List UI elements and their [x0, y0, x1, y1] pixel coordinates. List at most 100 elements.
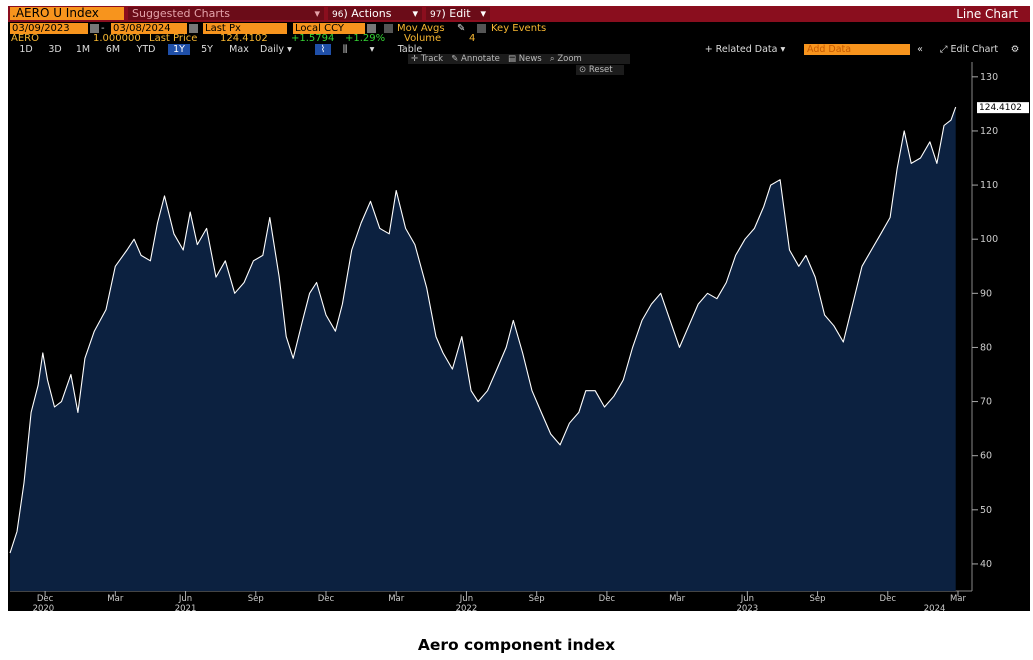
- x-tick-label: Sep: [810, 594, 826, 604]
- settings-bar: 03/09/2023 - 03/08/2024 Last Px Local CC…: [8, 23, 1030, 34]
- y-tick-label: 70: [980, 397, 992, 408]
- chevron-down-icon: ▾: [780, 44, 786, 55]
- series-area: [10, 107, 956, 591]
- chevron-down-icon: ▾: [314, 7, 320, 20]
- add-data-placeholder: Add Data: [807, 44, 852, 55]
- x-tick-label: Jun: [178, 594, 192, 604]
- actions-menu[interactable]: 96) Actions ▾: [328, 7, 422, 20]
- x-year-label: 2024: [924, 604, 946, 611]
- y-tick-label: 40: [980, 559, 992, 570]
- key-events-checkbox[interactable]: [477, 24, 486, 33]
- x-tick-label: Mar: [388, 594, 405, 604]
- mov-avgs-label[interactable]: Mov Avgs: [397, 23, 445, 34]
- field-selector[interactable]: Last Px: [203, 23, 287, 34]
- calendar-icon[interactable]: [189, 24, 198, 33]
- add-data-input[interactable]: Add Data: [804, 44, 910, 55]
- header-bar: .AERO U Index Suggested Charts ▾ 96) Act…: [8, 6, 1030, 22]
- field-label: Last Px: [205, 23, 241, 34]
- chart-canvas[interactable]: 40 50 60 70 80 90 100 110 120 130 124.4102 Dec Mar Ju…: [8, 6, 1030, 611]
- x-year-label: 2022: [456, 604, 478, 611]
- pencil-icon[interactable]: ✎: [457, 23, 466, 34]
- edit-number: 97: [430, 10, 442, 20]
- x-tick-label: Dec: [318, 594, 335, 604]
- chevron-down-icon: ▾: [287, 44, 292, 55]
- zoom-button[interactable]: Zoom: [557, 54, 582, 64]
- x-tick-label: Sep: [248, 594, 264, 604]
- suggested-charts-label: Suggested Charts: [132, 7, 230, 20]
- track-icon[interactable]: ✛: [411, 54, 419, 64]
- actions-number: 96: [332, 10, 344, 20]
- price-change: +1.5794: [291, 33, 335, 44]
- chevron-down-icon: ▾: [412, 7, 418, 20]
- suggested-charts-menu[interactable]: Suggested Charts ▾: [128, 7, 324, 20]
- mov-avgs-checkbox[interactable]: [384, 24, 393, 33]
- related-data-menu[interactable]: + Related Data ▾: [698, 44, 792, 55]
- last-price-value: 124.4102: [220, 33, 268, 44]
- range-6m-button[interactable]: 6M: [105, 44, 121, 55]
- x-tick-label: Mar: [950, 594, 967, 604]
- edit-chart-button[interactable]: ⤢ Edit Chart: [934, 44, 1004, 55]
- key-events-label[interactable]: Key Events: [491, 23, 547, 34]
- start-date-field[interactable]: 03/09/2023: [10, 23, 88, 34]
- range-1y-button[interactable]: 1Y: [168, 44, 190, 55]
- news-button[interactable]: News: [518, 54, 542, 64]
- actions-label: Actions: [351, 7, 392, 20]
- multiplier-value: 1.000000: [93, 33, 141, 44]
- ticker-field[interactable]: .AERO U Index: [10, 7, 124, 20]
- figure-caption: Aero component index: [417, 636, 616, 654]
- y-tick-label: 120: [980, 126, 998, 137]
- line-chart-icon[interactable]: ⌇: [315, 44, 331, 55]
- y-tick-label: 130: [980, 72, 998, 83]
- news-icon[interactable]: ▤: [508, 54, 517, 64]
- legend-bar: AERO 1.000000 Last Price 124.4102 +1.579…: [8, 34, 1030, 44]
- currency-selector[interactable]: Local CCY: [293, 23, 365, 34]
- collapse-icon[interactable]: «: [917, 44, 923, 55]
- x-year-label: 2021: [175, 604, 197, 611]
- chart-type-title: Line Chart: [956, 7, 1018, 21]
- annotate-button[interactable]: Annotate: [461, 54, 500, 64]
- end-date-field[interactable]: 03/08/2024: [111, 23, 187, 34]
- bloomberg-terminal-window: .AERO U Index Suggested Charts ▾ 96) Act…: [8, 6, 1030, 611]
- calendar-icon[interactable]: [90, 24, 99, 33]
- x-tick-label: Jun: [740, 594, 754, 604]
- range-3d-button[interactable]: 3D: [48, 44, 62, 55]
- last-price-label: Last Price: [149, 33, 198, 44]
- range-1d-button[interactable]: 1D: [19, 44, 33, 55]
- chevron-down-icon[interactable]: ▾: [369, 44, 375, 55]
- chevron-down-icon: ▾: [480, 7, 486, 20]
- range-max-button[interactable]: Max: [229, 44, 249, 55]
- x-tick-label: Dec: [880, 594, 897, 604]
- annotate-icon[interactable]: ✎: [451, 54, 459, 64]
- x-year-label: 2023: [737, 604, 759, 611]
- edit-label: Edit: [449, 7, 471, 20]
- date-separator: -: [101, 23, 105, 34]
- y-tick-label: 110: [980, 180, 998, 191]
- volume-label: Volume: [404, 33, 442, 44]
- zoom-icon[interactable]: ⌕: [549, 54, 555, 64]
- x-year-label: 2020: [33, 604, 55, 611]
- track-button[interactable]: Track: [420, 54, 444, 64]
- range-1m-button[interactable]: 1M: [75, 44, 91, 55]
- edit-menu[interactable]: 97) Edit ▾: [426, 7, 490, 20]
- series-line: [9, 106, 957, 554]
- related-data-label: + Related Data: [704, 44, 778, 55]
- security-name: AERO: [11, 33, 39, 44]
- x-tick-label: Sep: [529, 594, 545, 604]
- bar-chart-icon[interactable]: ⫼: [342, 44, 348, 55]
- dropdown-icon[interactable]: [367, 24, 376, 33]
- frequency-label: Daily: [260, 44, 285, 55]
- x-tick-label: Dec: [599, 594, 616, 604]
- reset-label: Reset: [588, 65, 613, 75]
- range-ytd-button[interactable]: YTD: [136, 44, 156, 55]
- edit-chart-icon: ⤢: [939, 44, 948, 55]
- edit-chart-label: Edit Chart: [950, 44, 999, 55]
- x-tick-label: Mar: [669, 594, 686, 604]
- last-value-label: 124.4102: [979, 103, 1022, 113]
- frequency-selector[interactable]: Daily ▾: [260, 44, 306, 55]
- last-value-badge: [977, 102, 1029, 114]
- y-tick-label: 90: [980, 288, 992, 299]
- reset-button[interactable]: ⊙ Reset: [576, 65, 624, 75]
- table-button[interactable]: Table: [397, 44, 423, 55]
- range-5y-button[interactable]: 5Y: [201, 44, 213, 55]
- gear-icon[interactable]: ⚙: [1010, 44, 1020, 55]
